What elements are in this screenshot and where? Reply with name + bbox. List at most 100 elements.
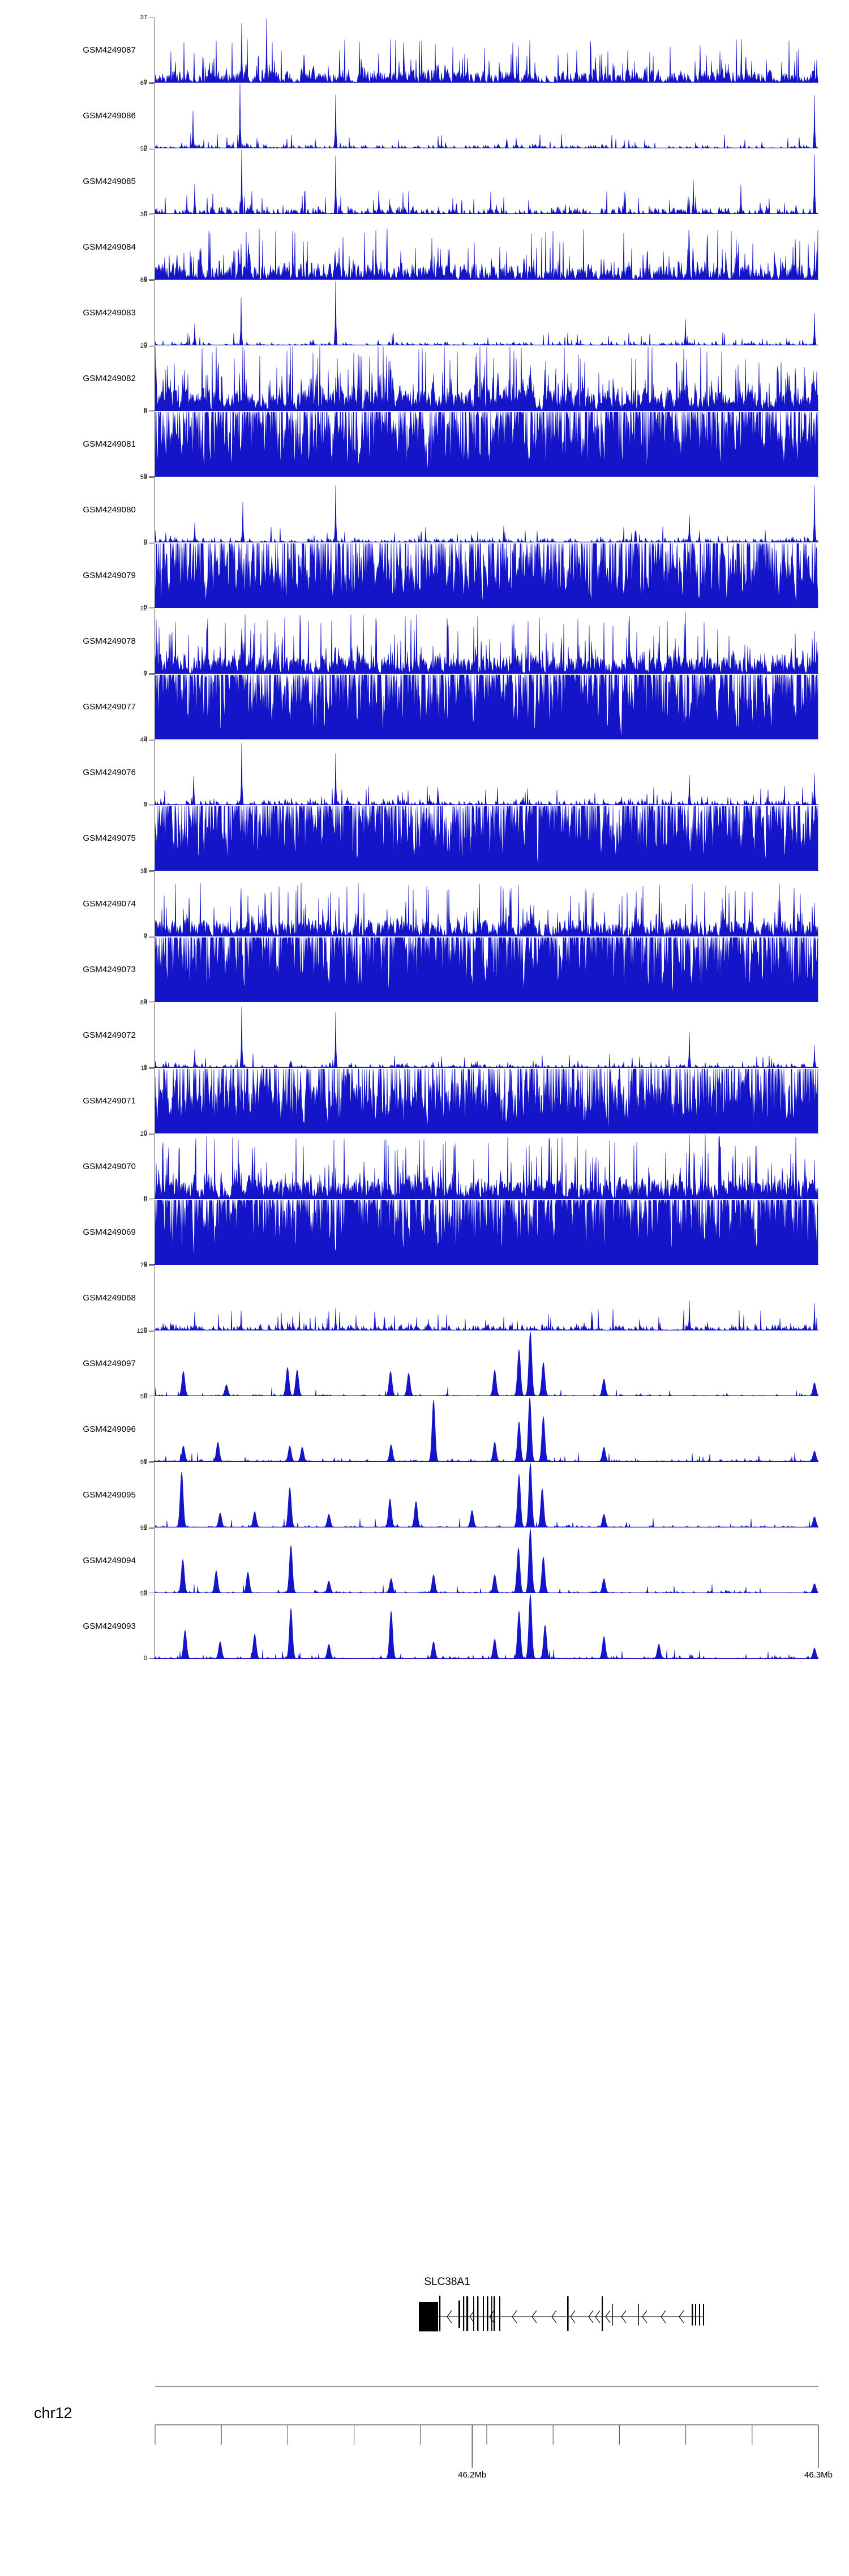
track-signal-plot[interactable] xyxy=(155,1462,818,1527)
track-signal-plot[interactable] xyxy=(155,1330,818,1396)
track-ymax-label: 84 xyxy=(140,999,147,1006)
chromosome-label: chr12 xyxy=(34,2404,72,2421)
track-label: GSM4249068 xyxy=(83,1293,136,1303)
signal-track[interactable]: GSM4249070 20 0 xyxy=(0,1131,849,1202)
track-ymax-label: 75 xyxy=(140,1262,147,1269)
track-label: GSM4249077 xyxy=(83,701,136,712)
track-ymax-tick xyxy=(149,871,154,872)
track-signal-plot[interactable] xyxy=(155,805,818,871)
signal-track[interactable]: GSM4249078 22 0 xyxy=(0,606,849,677)
track-axis-spine xyxy=(154,149,155,214)
signal-track[interactable]: GSM4249083 85 0 xyxy=(0,277,849,348)
track-ymax-tick xyxy=(149,937,154,938)
track-signal-plot[interactable] xyxy=(155,674,818,739)
track-signal-plot[interactable] xyxy=(155,1265,818,1330)
track-ymax-label: 9 xyxy=(143,540,147,546)
track-ymax-label: 31 xyxy=(140,868,147,875)
track-ymin-tick xyxy=(149,870,154,871)
track-ymax-label: 56 xyxy=(140,1393,147,1400)
track-baseline xyxy=(154,1658,818,1659)
signal-track[interactable]: GSM4249068 75 0 xyxy=(0,1262,849,1333)
signal-track[interactable]: GSM4249080 53 0 xyxy=(0,474,849,545)
track-signal-plot[interactable] xyxy=(155,411,818,477)
track-signal-plot[interactable] xyxy=(155,936,818,1002)
chromosome-axis-graphic[interactable] xyxy=(0,2375,849,2491)
gene-annotation-panel: SLC38A1 xyxy=(0,2276,849,2350)
track-signal-plot[interactable] xyxy=(155,1593,818,1659)
track-signal-plot[interactable] xyxy=(155,83,818,148)
signal-track[interactable]: GSM4249077 7 0 xyxy=(0,671,849,742)
track-label: GSM4249073 xyxy=(83,964,136,974)
track-signal-plot[interactable] xyxy=(155,345,818,411)
track-label: GSM4249070 xyxy=(83,1161,136,1171)
signal-track[interactable]: GSM4249079 9 0 xyxy=(0,540,849,611)
track-axis-spine xyxy=(154,674,155,739)
track-ymin-label: 0 xyxy=(143,998,147,1005)
track-signal-plot[interactable] xyxy=(155,214,818,280)
track-y-axis: 91 0 xyxy=(139,1459,154,1530)
track-ymax-label: 30 xyxy=(140,211,147,218)
signal-track[interactable]: GSM4249076 44 0 xyxy=(0,737,849,808)
track-y-axis: 31 0 xyxy=(139,868,154,939)
track-axis-spine xyxy=(154,609,155,674)
track-axis-spine xyxy=(154,1200,155,1265)
track-label: GSM4249079 xyxy=(83,570,136,580)
signal-track[interactable]: GSM4249097 125 0 xyxy=(0,1328,849,1399)
track-axis-spine xyxy=(154,871,155,936)
track-ymin-tick xyxy=(149,1067,154,1068)
track-signal-plot[interactable] xyxy=(155,280,818,345)
track-signal-plot[interactable] xyxy=(155,1199,818,1265)
track-ymax-tick xyxy=(149,477,154,478)
signal-track[interactable]: GSM4249087 37 0 xyxy=(0,15,849,85)
signal-track[interactable]: GSM4249085 52 0 xyxy=(0,146,849,217)
track-ymax-label: 23 xyxy=(140,343,147,349)
track-ymax-tick xyxy=(149,543,154,544)
signal-track[interactable]: GSM4249086 67 0 xyxy=(0,80,849,151)
track-ymax-label: 53 xyxy=(140,474,147,481)
track-signal-plot[interactable] xyxy=(155,1002,818,1068)
track-ymin-tick xyxy=(149,1658,154,1659)
track-signal-plot[interactable] xyxy=(155,1527,818,1593)
signal-track[interactable]: GSM4249069 6 0 xyxy=(0,1197,849,1268)
track-label: GSM4249072 xyxy=(83,1030,136,1040)
track-label: GSM4249084 xyxy=(83,242,136,252)
track-signal-plot[interactable] xyxy=(155,871,818,936)
signal-track[interactable]: GSM4249071 11 0 xyxy=(0,1066,849,1136)
track-ymax-tick xyxy=(149,1134,154,1135)
track-ymax-label: 7 xyxy=(143,934,147,940)
signal-track[interactable]: GSM4249096 56 0 xyxy=(0,1393,849,1465)
track-ymin-label: 0 xyxy=(143,210,147,217)
track-signal-plot[interactable] xyxy=(155,608,818,674)
signal-track[interactable]: GSM4249094 91 0 xyxy=(0,1525,849,1596)
track-label: GSM4249078 xyxy=(83,636,136,646)
signal-track[interactable]: GSM4249084 30 0 xyxy=(0,211,849,283)
track-ymax-tick xyxy=(149,1068,154,1069)
signal-track[interactable]: GSM4249072 84 0 xyxy=(0,999,849,1071)
track-ymax-label: 91 xyxy=(140,1459,147,1466)
track-signal-plot[interactable] xyxy=(155,1133,818,1199)
track-label: GSM4249097 xyxy=(83,1358,136,1368)
track-signal-plot[interactable] xyxy=(155,542,818,608)
track-axis-spine xyxy=(154,1068,155,1133)
signal-track[interactable]: GSM4249073 7 0 xyxy=(0,934,849,1005)
track-signal-plot[interactable] xyxy=(155,739,818,805)
signal-track[interactable]: GSM4249074 31 0 xyxy=(0,868,849,939)
track-signal-plot[interactable] xyxy=(155,1068,818,1133)
track-label: GSM4249076 xyxy=(83,767,136,777)
track-signal-plot[interactable] xyxy=(155,17,818,83)
signal-track[interactable]: GSM4249093 53 0 xyxy=(0,1591,849,1662)
signal-track[interactable]: GSM4249075 7 0 xyxy=(0,803,849,874)
track-signal-plot[interactable] xyxy=(155,1396,818,1462)
signal-track[interactable]: GSM4249081 6 0 xyxy=(0,409,849,480)
track-label: GSM4249082 xyxy=(83,373,136,383)
track-y-axis: 53 0 xyxy=(139,474,154,545)
track-baseline xyxy=(154,607,818,608)
signal-track[interactable]: GSM4249082 23 0 xyxy=(0,343,849,414)
track-axis-spine xyxy=(154,1331,155,1396)
track-ymax-tick xyxy=(149,740,154,741)
track-signal-plot[interactable] xyxy=(155,477,818,542)
track-signal-plot[interactable] xyxy=(155,148,818,214)
signal-track[interactable]: GSM4249095 91 0 xyxy=(0,1459,849,1530)
track-ymax-tick xyxy=(149,1265,154,1266)
track-ymax-label: 125 xyxy=(136,1328,147,1334)
